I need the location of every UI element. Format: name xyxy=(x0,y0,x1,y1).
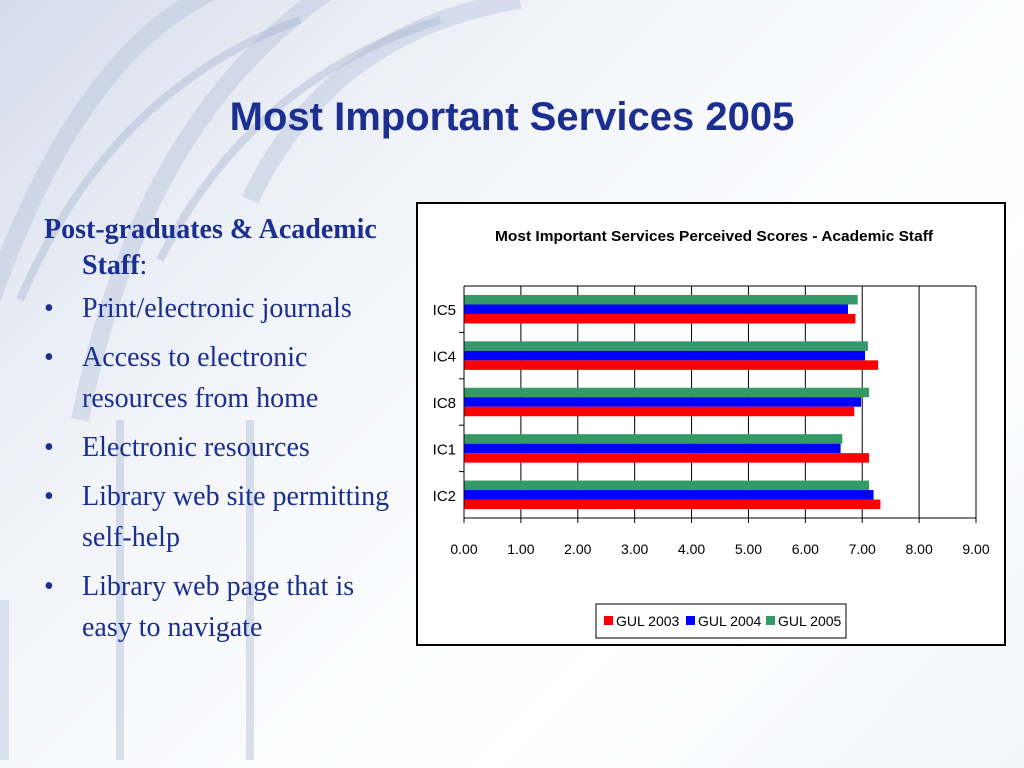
legend-label: GUL 2004 xyxy=(698,613,762,629)
bar xyxy=(464,434,843,444)
y-category-label: IC4 xyxy=(433,349,456,366)
legend-box xyxy=(595,603,847,639)
bullet-dot: • xyxy=(44,432,54,463)
bullet-text: Library web page that is easy to navigat… xyxy=(82,571,355,643)
bar xyxy=(464,350,866,361)
bullet-text: Print/electronic journals xyxy=(82,293,352,324)
bullet-dot: • xyxy=(44,571,54,602)
intro-bold: Post-graduates & Academic Staff xyxy=(44,214,377,281)
bullet-dot: • xyxy=(44,481,54,512)
bullet-dot: • xyxy=(44,293,54,324)
legend-label: GUL 2005 xyxy=(778,613,842,629)
x-tick-label: 9.00 xyxy=(962,541,989,557)
chart-title: Most Important Services Perceived Scores… xyxy=(495,228,934,245)
bullet-item: • Print/electronic journals xyxy=(44,288,404,329)
bullet-text: Library web site permitting self-help xyxy=(82,481,390,553)
chart-frame: Most Important Services Perceived Scores… xyxy=(416,202,1006,646)
bar xyxy=(464,397,862,407)
bar xyxy=(464,499,881,510)
bar-chart: Most Important Services Perceived Scores… xyxy=(433,228,990,639)
y-category-label: IC5 xyxy=(433,302,456,319)
bars xyxy=(464,294,881,510)
slide-content: Post-graduates & Academic Staff: • Print/… xyxy=(44,212,404,656)
legend-swatch xyxy=(686,616,695,625)
intro-heading: Post-graduates & Academic Staff: xyxy=(44,212,404,284)
bar xyxy=(464,490,874,500)
slide-title: Most Important Services 2005 xyxy=(229,95,795,139)
bullet-dot: • xyxy=(44,342,54,373)
bar xyxy=(464,443,841,454)
x-tick-label: 7.00 xyxy=(849,541,876,557)
bar xyxy=(464,360,879,370)
x-tick-label: 8.00 xyxy=(905,541,932,557)
bullet-text: Electronic resources xyxy=(82,432,310,463)
x-tick-label: 4.00 xyxy=(678,541,705,557)
legend-label: GUL 2003 xyxy=(616,613,680,629)
bar xyxy=(464,387,870,398)
legend-swatch xyxy=(766,616,775,625)
legend-swatch xyxy=(604,616,613,625)
bar xyxy=(464,313,856,324)
bullet-item: • Electronic resources xyxy=(44,427,404,468)
y-category-label: IC2 xyxy=(433,488,456,505)
bar xyxy=(464,341,868,351)
axes: 0.00 1.00 2.00 3.00 4.00 5.00 6.00 7.00 8.00 9.00… xyxy=(433,286,990,557)
x-tick-label: 1.00 xyxy=(507,541,534,557)
x-tick-label: 3.00 xyxy=(621,541,648,557)
x-tick-label: 2.00 xyxy=(564,541,591,557)
bullet-item: • Library web site permitting self-help xyxy=(44,476,404,558)
bar xyxy=(464,294,858,305)
x-tick-label: 6.00 xyxy=(792,541,819,557)
bullet-text: Access to electronic resources from home xyxy=(82,342,319,414)
x-tick-label: 0.00 xyxy=(450,541,477,557)
x-tick-label: 5.00 xyxy=(735,541,762,557)
bullet-item: • Access to electronic resources from hom… xyxy=(44,337,404,419)
bar xyxy=(464,453,870,463)
legend: GUL 2003 GUL 2004 GUL 2005 xyxy=(595,603,847,639)
bar xyxy=(464,480,870,491)
y-category-label: IC8 xyxy=(433,395,456,412)
bullet-item: • Library web page that is easy to naviga… xyxy=(44,566,404,648)
bar xyxy=(464,304,848,314)
intro-suffix: : xyxy=(139,250,148,281)
bar xyxy=(464,406,855,417)
bullet-list: • Print/electronic journals • Access to el… xyxy=(44,288,404,648)
y-category-label: IC1 xyxy=(433,441,456,458)
